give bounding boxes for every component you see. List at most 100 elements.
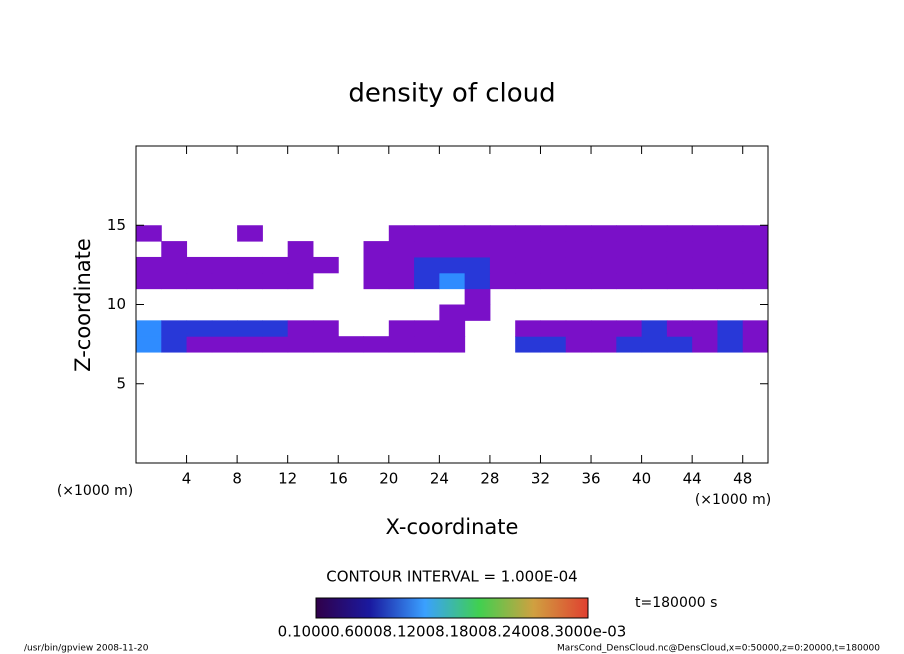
contour-cell xyxy=(186,256,213,274)
footer: MarsCond_DensCloud.nc@DensCloud,x=0:5000… xyxy=(557,644,880,654)
contour-cell xyxy=(616,272,643,290)
contour-cells xyxy=(136,225,769,353)
contour-cell xyxy=(262,320,289,337)
contour-cell xyxy=(565,272,592,290)
x-tick-label: 32 xyxy=(531,470,550,488)
colorbar-label: 0.10000.60008.12008.18008.24008.3000e-03 xyxy=(278,623,627,641)
contour-cell xyxy=(489,225,516,242)
contour-cell xyxy=(439,256,466,274)
contour-cell xyxy=(692,272,718,290)
contour-cell xyxy=(464,241,491,258)
contour-cell xyxy=(742,225,769,242)
contour-cell xyxy=(742,272,769,290)
contour-cell xyxy=(565,225,592,242)
contour-cell xyxy=(717,241,744,258)
contour-cell xyxy=(464,288,491,305)
footer: /usr/bin/gpview 2008-11-20 xyxy=(24,644,149,654)
contour-cell xyxy=(565,320,592,337)
contour-cell xyxy=(616,225,643,242)
contour-cell xyxy=(414,272,440,290)
contour-cell xyxy=(388,272,415,290)
contour-cell xyxy=(237,225,263,242)
contour-cell xyxy=(591,336,617,353)
contour-cell xyxy=(641,256,668,274)
contour-cell xyxy=(464,256,491,274)
contour-cell xyxy=(186,272,213,290)
contour-cell xyxy=(262,256,289,274)
contour-cell xyxy=(161,336,188,353)
contour-cell xyxy=(616,336,643,353)
contour-cell xyxy=(439,320,466,337)
contour-cell xyxy=(717,272,744,290)
x-unit: (×1000 m) xyxy=(57,483,133,499)
y-tick-label: 10 xyxy=(107,295,126,313)
x-unit: (×1000 m) xyxy=(695,492,771,508)
contour-cell xyxy=(666,272,693,290)
contour-cell xyxy=(161,272,188,290)
contour-cell xyxy=(161,320,188,337)
contour-cell xyxy=(287,256,314,274)
contour-cell xyxy=(540,256,567,274)
contour-cell xyxy=(540,241,567,258)
contour-cell xyxy=(136,225,162,242)
contour-cell xyxy=(287,336,314,353)
contour-cell xyxy=(742,241,769,258)
contour-cell xyxy=(565,336,592,353)
contour-cell xyxy=(692,320,718,337)
contour-cell xyxy=(641,320,668,337)
contour-cell xyxy=(717,256,744,274)
contour-cell xyxy=(692,256,718,274)
contour-cell xyxy=(211,272,238,290)
contour-cell xyxy=(338,336,365,353)
contour-cell xyxy=(692,225,718,242)
contour-cell xyxy=(616,256,643,274)
contour-cell xyxy=(489,241,516,258)
x-tick-label: 44 xyxy=(683,470,702,488)
contour-cell xyxy=(312,336,339,353)
contour-cell xyxy=(515,225,541,242)
contour-cell xyxy=(237,256,263,274)
x-tick-label: 48 xyxy=(733,470,752,488)
contour-cell xyxy=(515,256,541,274)
contour-cell xyxy=(464,225,491,242)
contour-cell xyxy=(287,272,314,290)
contour-cell xyxy=(616,241,643,258)
contour-cell xyxy=(717,225,744,242)
contour-cell xyxy=(439,304,466,321)
contour-cell xyxy=(414,320,440,337)
contour-cell xyxy=(666,256,693,274)
contour-cell xyxy=(641,241,668,258)
contour-cell xyxy=(237,320,263,337)
y-tick-label: 5 xyxy=(116,374,126,392)
contour-cell xyxy=(211,256,238,274)
x-tick-label: 40 xyxy=(632,470,651,488)
x-tick-label: 4 xyxy=(182,470,192,488)
contour-cell xyxy=(161,241,188,258)
x-axis-label: X-coordinate xyxy=(386,515,519,539)
contour-cell xyxy=(136,320,162,337)
contour-cell xyxy=(186,320,213,337)
contour-cell xyxy=(439,336,466,353)
x-tick-label: 28 xyxy=(480,470,499,488)
contour-cell xyxy=(666,320,693,337)
contour-cell xyxy=(414,225,440,242)
y-axis-label: Z-coordinate xyxy=(71,238,95,372)
contour-cell xyxy=(464,272,491,290)
contour-cell xyxy=(565,241,592,258)
contour-cell xyxy=(666,336,693,353)
contour-cell xyxy=(136,272,162,290)
contour-cell xyxy=(439,241,466,258)
contour-cell xyxy=(262,336,289,353)
contour-cell xyxy=(540,272,567,290)
contour-cell xyxy=(540,225,567,242)
contour-cell xyxy=(540,320,567,337)
contour-cell xyxy=(388,225,415,242)
contour-cell xyxy=(515,320,541,337)
x-tick-label: 16 xyxy=(329,470,348,488)
contour-cell xyxy=(742,320,769,337)
contour-cell xyxy=(515,272,541,290)
contour-cell xyxy=(287,241,314,258)
x-tick-label: 8 xyxy=(232,470,242,488)
x-tick-label: 20 xyxy=(379,470,398,488)
